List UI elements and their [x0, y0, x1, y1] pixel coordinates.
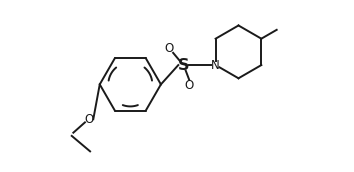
Text: O: O: [85, 113, 94, 126]
Text: S: S: [178, 58, 189, 73]
Text: O: O: [184, 79, 194, 92]
Text: O: O: [164, 42, 173, 55]
Text: N: N: [211, 59, 220, 72]
